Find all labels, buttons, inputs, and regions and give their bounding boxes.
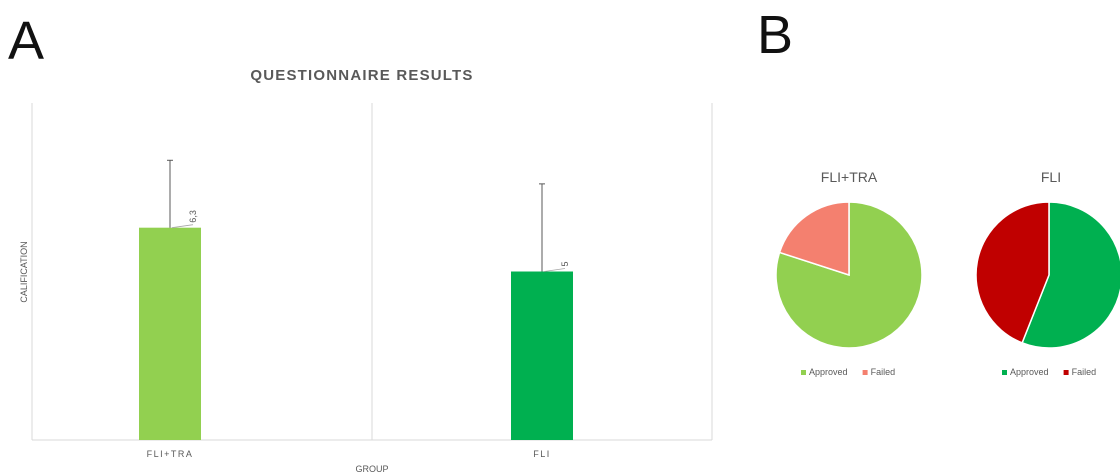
legend-swatch [1002, 370, 1007, 375]
data-label-leader [543, 268, 566, 272]
bar-fli-tra [139, 227, 201, 440]
legend-swatch [1063, 370, 1069, 375]
legend-label: Failed [1072, 367, 1097, 377]
data-label: 5 [560, 261, 570, 266]
pie-title-fli: FLI [1041, 169, 1061, 185]
bar-fli [511, 271, 573, 440]
legend-swatch [862, 370, 868, 375]
bar-chart-title: QUESTIONNAIRE RESULTS [250, 67, 473, 84]
panel-label-b: B [757, 5, 794, 65]
pie-title-fli-tra: FLI+TRA [821, 169, 878, 185]
legend-swatch [801, 370, 806, 375]
x-tick-label: FLI [533, 449, 551, 459]
legend-label: Approved [1010, 367, 1049, 377]
data-label: 6,3 [188, 210, 198, 223]
panel-label-a: A [8, 11, 45, 71]
y-axis-label: CALIFICATION [19, 241, 29, 302]
pie-slice-fli-tra-failed [778, 201, 850, 277]
pie-slice-fli-approved [1021, 201, 1120, 349]
x-tick-label: FLI+TRA [147, 449, 194, 459]
legend-label: Failed [871, 367, 896, 377]
pie-slice-fli-failed [975, 201, 1050, 344]
legend-label: Approved [809, 367, 848, 377]
x-axis-label: GROUP [355, 464, 388, 474]
data-label-leader [171, 224, 194, 229]
